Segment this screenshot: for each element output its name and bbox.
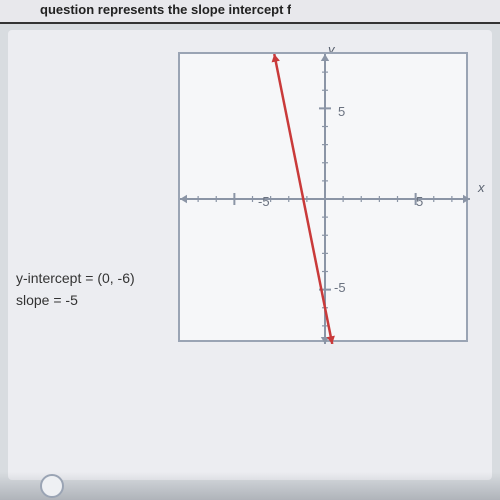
graph-svg — [180, 54, 470, 344]
option-circle-icon — [40, 474, 64, 498]
y-tick-pos5: 5 — [338, 104, 345, 119]
y-tick-neg5: -5 — [334, 280, 346, 295]
coordinate-plane — [178, 52, 468, 342]
slope-text: slope = -5 — [16, 292, 78, 308]
header-fragment: question represents the slope intercept … — [40, 2, 291, 17]
header-band: question represents the slope intercept … — [0, 0, 500, 24]
bottom-shadow — [0, 472, 500, 500]
x-tick-pos5: 5 — [416, 194, 423, 209]
main-panel: y x -5 5 5 -5 y-intercept = (0, -6) slop… — [8, 30, 492, 480]
x-tick-neg5: -5 — [258, 194, 270, 209]
x-axis-label: x — [478, 180, 485, 195]
y-intercept-text: y-intercept = (0, -6) — [16, 270, 135, 286]
